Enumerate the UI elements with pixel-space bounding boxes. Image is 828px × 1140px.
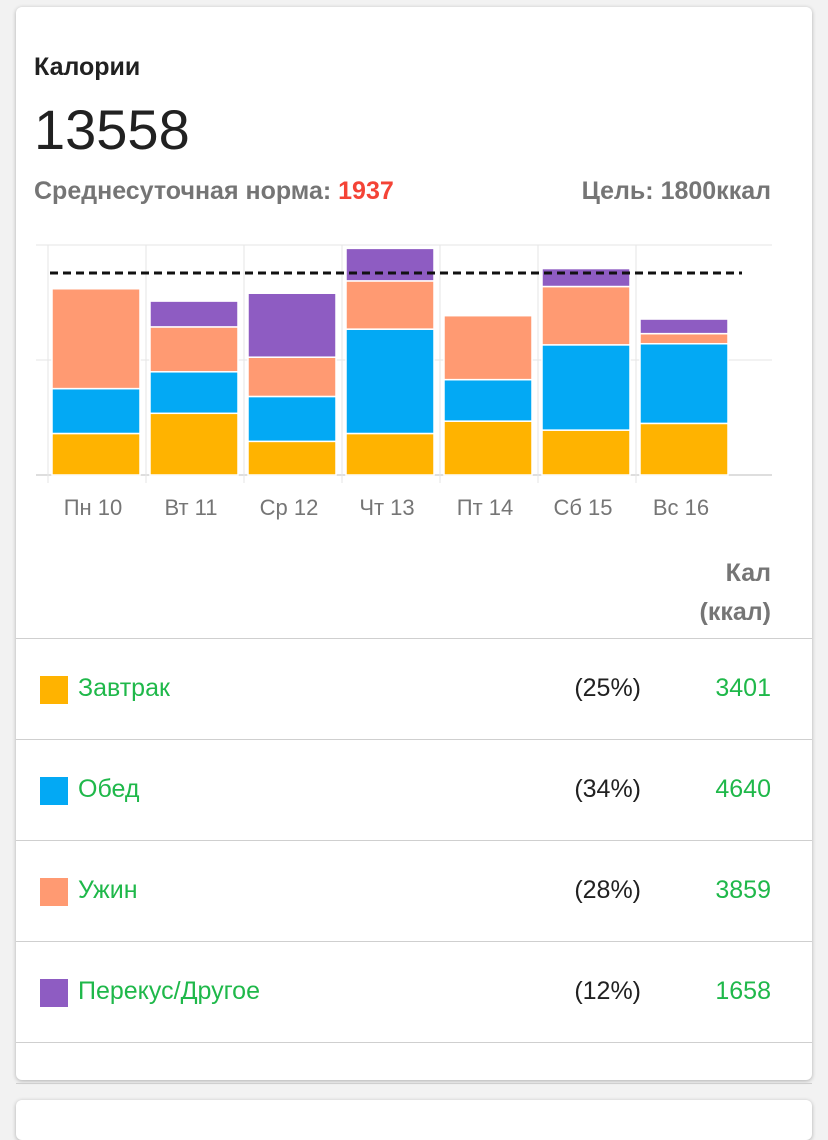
breakfast-color-swatch bbox=[40, 676, 68, 704]
x-tick-label: Ср 12 bbox=[260, 495, 319, 520]
bar-lunch bbox=[541, 344, 631, 431]
bar-breakfast bbox=[639, 422, 729, 476]
unit-line-1: Кал bbox=[725, 559, 771, 587]
bar-breakfast bbox=[345, 432, 435, 476]
meal-label: Завтрак bbox=[78, 674, 170, 702]
bar-dinner bbox=[149, 326, 239, 373]
bar-lunch bbox=[443, 378, 533, 422]
x-tick-label: Пн 10 bbox=[64, 495, 123, 520]
average-daily: Среднесуточная норма: 1937 bbox=[34, 177, 394, 206]
meal-percent: (25%) bbox=[574, 674, 641, 702]
bar-breakfast bbox=[149, 412, 239, 476]
bar-snack bbox=[345, 247, 435, 282]
meal-value: 1658 bbox=[715, 977, 771, 1005]
bar-lunch bbox=[345, 328, 435, 435]
meal-percent: (12%) bbox=[574, 977, 641, 1005]
bar-lunch bbox=[639, 342, 729, 425]
card-title: Калории bbox=[34, 53, 141, 81]
meal-value: 3859 bbox=[715, 876, 771, 904]
meal-percent: (34%) bbox=[574, 775, 641, 803]
meal-value: 3401 bbox=[715, 674, 771, 702]
meal-row-dinner[interactable]: Ужин (28%) 3859 bbox=[16, 840, 812, 941]
bar-dinner bbox=[51, 288, 141, 390]
calories-card: Калории 13558 Среднесуточная норма: 1937… bbox=[16, 7, 812, 1084]
meal-label: Ужин bbox=[78, 876, 138, 904]
meal-value: 4640 bbox=[715, 775, 771, 803]
bar-lunch bbox=[247, 395, 337, 443]
meal-row-lunch[interactable]: Обед (34%) 4640 bbox=[16, 739, 812, 840]
bar-dinner bbox=[247, 356, 337, 398]
empty-row bbox=[16, 1042, 812, 1084]
unit-line-2: (ккал) bbox=[699, 598, 771, 626]
lunch-color-swatch bbox=[40, 777, 68, 805]
meal-percent: (28%) bbox=[574, 876, 641, 904]
bar-snack bbox=[541, 267, 631, 288]
bar-breakfast bbox=[443, 420, 533, 476]
meal-table: Завтрак (25%) 3401 Обед (34%) 4640 Ужин … bbox=[16, 638, 812, 1084]
goal-text: Цель: 1800ккал bbox=[581, 177, 771, 205]
bar-dinner bbox=[639, 332, 729, 345]
total-calories: 13558 bbox=[34, 98, 190, 161]
bar-dinner bbox=[541, 285, 631, 346]
bar-lunch bbox=[149, 371, 239, 415]
stacked-bar-chart: Пн 10 Вт 11 Ср 12 Чт 13 Пт 14 Сб 15 Вс 16 bbox=[36, 244, 772, 520]
bar-breakfast bbox=[51, 432, 141, 476]
average-label: Среднесуточная норма: bbox=[34, 177, 339, 205]
bar-breakfast bbox=[541, 429, 631, 476]
x-tick-label: Чт 13 bbox=[359, 495, 414, 520]
bar-snack bbox=[149, 300, 239, 328]
bar-snack bbox=[639, 318, 729, 335]
dinner-color-swatch bbox=[40, 878, 68, 906]
unit-header: Кал (ккал) bbox=[621, 554, 771, 632]
snack-color-swatch bbox=[40, 979, 68, 1007]
meal-row-breakfast[interactable]: Завтрак (25%) 3401 bbox=[16, 638, 812, 739]
x-tick-label: Пт 14 bbox=[457, 495, 513, 520]
x-tick-label: Вт 11 bbox=[165, 495, 218, 520]
meal-label: Обед bbox=[78, 775, 140, 803]
bar-dinner bbox=[443, 314, 533, 381]
meal-label: Перекус/Другое bbox=[78, 977, 260, 1005]
bar-snack bbox=[247, 292, 337, 358]
meal-row-snack[interactable]: Перекус/Другое (12%) 1658 bbox=[16, 941, 812, 1042]
bar-dinner bbox=[345, 280, 435, 330]
x-tick-label: Сб 15 bbox=[553, 495, 612, 520]
bar-breakfast bbox=[247, 440, 337, 476]
average-value: 1937 bbox=[338, 177, 394, 205]
next-card bbox=[16, 1100, 812, 1140]
bar-lunch bbox=[51, 387, 141, 435]
x-tick-label: Вс 16 bbox=[653, 495, 709, 520]
